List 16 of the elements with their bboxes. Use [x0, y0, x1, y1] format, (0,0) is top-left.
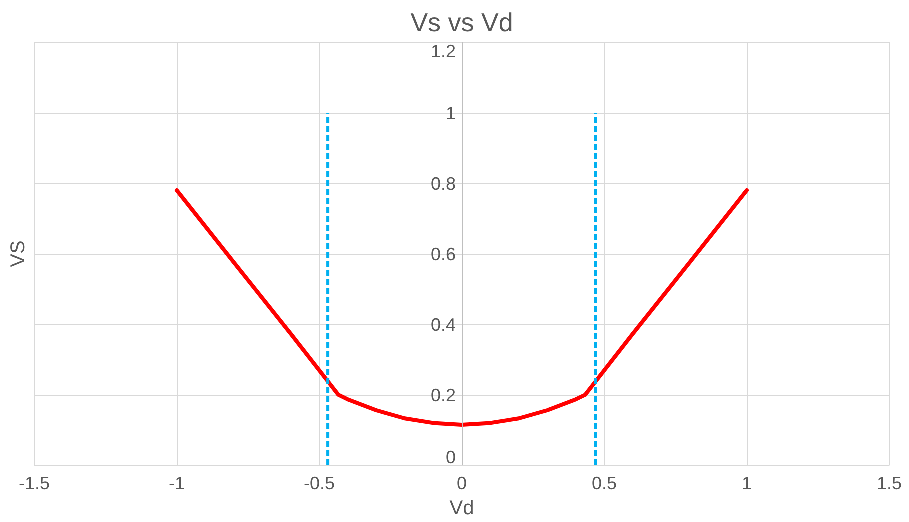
x-tick-label: 1.5: [876, 474, 902, 494]
x-tick-label: -0.5: [304, 474, 336, 494]
x-tick-label: -1: [169, 474, 186, 494]
y-tick-label: 0.6: [430, 244, 456, 264]
x-tick-label: -1.5: [18, 474, 50, 494]
y-tick-label: 0.2: [430, 386, 456, 406]
y-tick-label: 1.2: [430, 42, 456, 62]
y-tick-label: 0.8: [430, 174, 456, 194]
y-axis-title: VS: [8, 240, 30, 268]
x-axis-title: Vd: [450, 498, 474, 520]
x-tick-label: 0.5: [592, 474, 618, 494]
y-tick-label: 1: [446, 104, 456, 124]
chart-title: Vs vs Vd: [410, 8, 514, 38]
x-tick-label: 1: [742, 474, 752, 494]
y-tick-label: 0: [446, 448, 456, 468]
y-tick-label: 0.4: [430, 315, 456, 335]
